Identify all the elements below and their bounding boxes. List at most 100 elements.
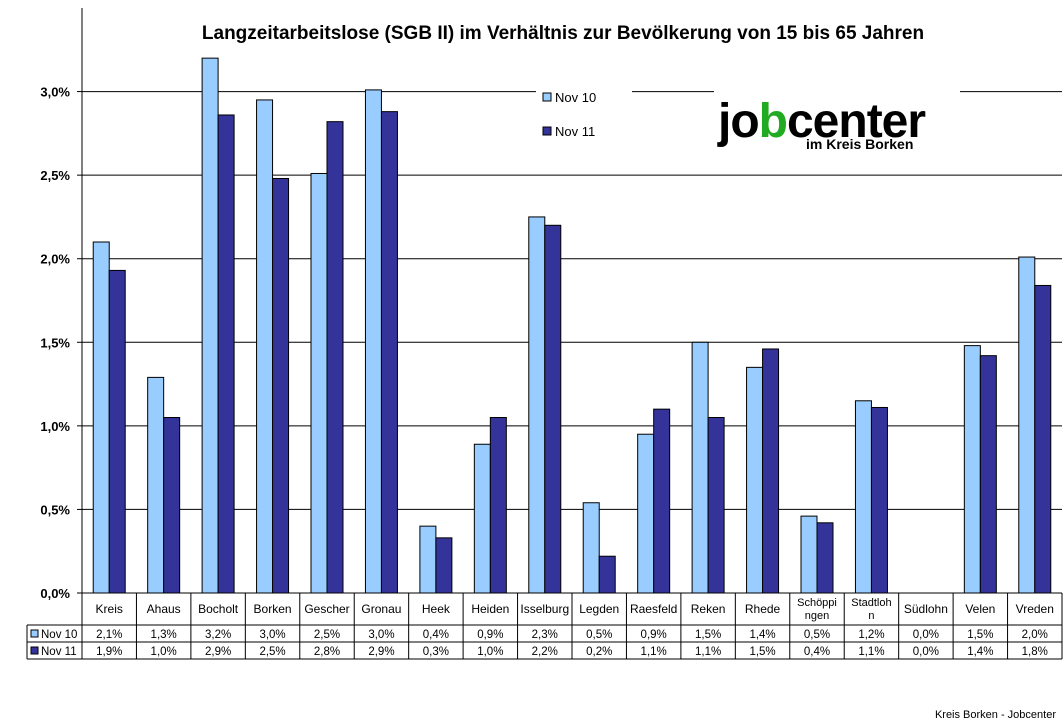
bar-nov10 <box>92 241 110 594</box>
bar-nov10 <box>364 89 382 594</box>
bar-nov10 <box>419 525 437 594</box>
x-tick-label: Legden <box>579 602 619 616</box>
bar-nov11 <box>217 114 235 594</box>
bar-nov10 <box>582 502 600 594</box>
data-label: 2,3% <box>532 629 558 641</box>
y-tick-label: 1,0% <box>40 419 70 434</box>
data-label: 2,9% <box>205 646 231 658</box>
bar-nov11 <box>108 269 126 594</box>
bar-nov10 <box>147 376 165 594</box>
bar-nov11 <box>380 111 398 594</box>
data-label: 3,0% <box>368 629 394 641</box>
bar-nov11 <box>598 555 616 594</box>
y-tick-label: 1,5% <box>40 335 70 350</box>
bar-nov11 <box>489 417 507 594</box>
bar-nov11 <box>653 408 671 594</box>
data-label: 2,2% <box>532 646 558 658</box>
x-tick-label: Rhede <box>745 602 781 616</box>
data-label: 1,1% <box>695 646 721 658</box>
x-tick-label: Heek <box>422 602 451 616</box>
logo-sub-text: im Kreis Borken <box>806 136 913 152</box>
data-label: 1,8% <box>1022 646 1048 658</box>
bars <box>92 57 1052 594</box>
legend-swatch <box>542 92 552 102</box>
footer-credit: Kreis Borken - Jobcenter <box>934 709 1056 721</box>
data-label: 0,9% <box>641 629 667 641</box>
bar-nov10 <box>691 341 709 594</box>
bar-nov11 <box>816 522 834 594</box>
y-tick-label: 0,0% <box>40 586 70 601</box>
x-tick-label: Vreden <box>1016 602 1054 616</box>
bar-nov10 <box>201 57 219 594</box>
jobcenter-logo: jobcenter im Kreis Borken <box>714 83 960 155</box>
bar-nov10 <box>854 400 872 594</box>
data-table: Kreis Ahaus Bocholt Borken Gescher Gronau Heek… <box>26 592 1063 660</box>
bar-nov11 <box>435 537 453 594</box>
x-tick-label: ngen <box>805 610 829 622</box>
data-label: 1,5% <box>749 646 775 658</box>
bar-nov11 <box>272 177 290 594</box>
logo-main-text: jobcenter <box>717 95 925 148</box>
x-tick-label: Raesfeld <box>630 602 677 616</box>
data-label: 2,8% <box>314 646 340 658</box>
x-tick-label: Isselburg <box>520 602 569 616</box>
data-label: 1,3% <box>151 629 177 641</box>
data-label: 0,2% <box>586 646 612 658</box>
data-label: 1,1% <box>641 646 667 658</box>
data-label: 1,5% <box>967 629 993 641</box>
data-label: 1,0% <box>151 646 177 658</box>
bar-nov10 <box>528 216 546 594</box>
x-tick-label: Südlohn <box>904 602 948 616</box>
x-tick-label: Reken <box>691 602 726 616</box>
data-label: 3,0% <box>259 629 285 641</box>
legend-swatch <box>542 126 552 136</box>
table-series-name: Nov 10 <box>41 629 77 641</box>
data-label: 2,0% <box>1022 629 1048 641</box>
data-label: 2,5% <box>259 646 285 658</box>
data-label: 3,2% <box>205 629 231 641</box>
bar-nov10 <box>1018 256 1036 594</box>
bar-nov11 <box>707 417 725 594</box>
bar-nov11 <box>979 355 997 594</box>
bar-nov10 <box>256 99 274 594</box>
data-label: 1,2% <box>858 629 884 641</box>
legend-label: Nov 11 <box>555 124 595 139</box>
x-tick-label: Stadtloh <box>851 597 891 609</box>
data-label: 1,5% <box>695 629 721 641</box>
data-label: 0,5% <box>586 629 612 641</box>
table-legend-key <box>30 646 39 655</box>
x-tick-label: Heiden <box>471 602 509 616</box>
data-label: 0,0% <box>913 646 939 658</box>
legend: Nov 10 Nov 11 <box>536 83 632 155</box>
legend-background <box>536 83 632 155</box>
x-tick-label: Kreis <box>96 602 123 616</box>
bar-nov10 <box>746 366 764 594</box>
data-label: 2,5% <box>314 629 340 641</box>
data-label: 1,1% <box>858 646 884 658</box>
table-series-name: Nov 11 <box>41 646 77 658</box>
bar-nov10 <box>800 515 818 594</box>
bar-nov11 <box>762 348 780 594</box>
bar-nov11 <box>544 224 562 594</box>
data-label: 0,0% <box>913 629 939 641</box>
bar-nov10 <box>473 443 491 594</box>
x-tick-label: Gronau <box>361 602 401 616</box>
x-tick-label: Velen <box>965 602 995 616</box>
data-label: 1,4% <box>749 629 775 641</box>
table-legend-key <box>30 629 39 638</box>
y-axis-ticks: 0,0% 0,5% 1,0% 1,5% 2,0% 2,5% 3,0% <box>40 85 82 601</box>
y-tick-label: 2,5% <box>40 168 70 183</box>
bar-nov10 <box>310 172 328 594</box>
x-tick-label: Borken <box>254 602 292 616</box>
data-label: 0,3% <box>423 646 449 658</box>
bar-nov11 <box>163 417 181 594</box>
x-tick-label: Ahaus <box>147 602 181 616</box>
data-label: 0,9% <box>477 629 503 641</box>
data-label: 2,9% <box>368 646 394 658</box>
y-tick-label: 2,0% <box>40 252 70 267</box>
data-label: 2,1% <box>96 629 122 641</box>
bar-nov10 <box>637 433 655 594</box>
x-tick-label: Gescher <box>304 602 349 616</box>
data-label: 0,4% <box>804 646 830 658</box>
